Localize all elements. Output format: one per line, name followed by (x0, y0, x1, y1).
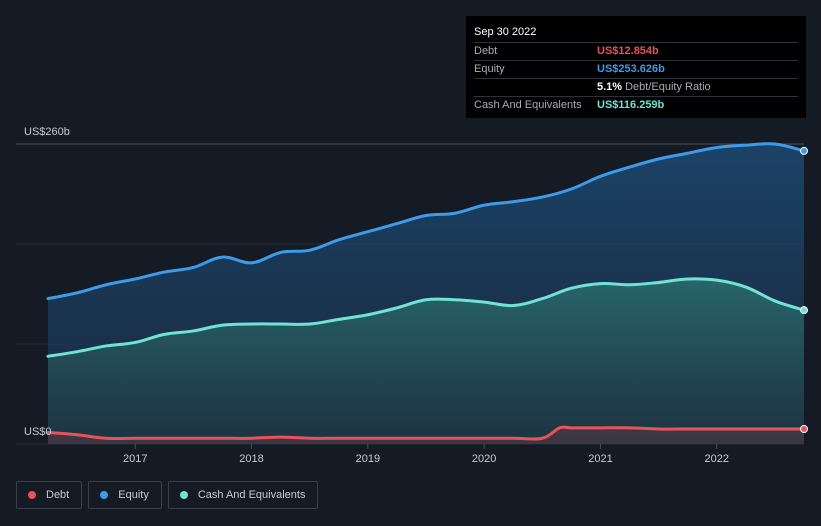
x-tick-label: 2021 (588, 453, 612, 465)
tooltip-ratio-label: Debt/Equity Ratio (625, 81, 711, 93)
tooltip-row-cash: Cash And Equivalents US$116.259b (474, 96, 798, 114)
tooltip-value-ratio: 5.1% (597, 81, 623, 93)
legend-label: Cash And Equivalents (197, 489, 306, 501)
y-tick-label-top: US$260b (24, 126, 70, 138)
tooltip-label: Cash And Equivalents (474, 99, 582, 111)
tooltip-value-equity: US$253.626b (597, 63, 665, 75)
tooltip-value-debt: US$12.854b (597, 45, 659, 57)
tooltip-date: Sep 30 2022 (474, 26, 537, 38)
x-tick-label: 2019 (356, 453, 380, 465)
tooltip-label (474, 79, 597, 96)
x-tick-label: 2020 (472, 453, 496, 465)
series-lines (46, 142, 808, 441)
series-areas (48, 143, 804, 444)
legend-item-cash[interactable]: Cash And Equivalents (167, 481, 319, 509)
cash-and-equivalents-line (46, 277, 806, 358)
tooltip-label: Debt (474, 45, 498, 57)
debt-endpoint-marker (800, 425, 808, 433)
equity-endpoint-marker (800, 146, 808, 155)
legend-label: Equity (118, 489, 149, 501)
x-tick-label: 2022 (705, 453, 729, 465)
legend-dot-icon (28, 491, 36, 499)
tooltip-panel: Sep 30 2022 Debt US$12.854b Equity US$25… (466, 16, 806, 118)
equity-line (46, 142, 806, 301)
cash-and-equivalents-area (48, 278, 804, 444)
legend-item-debt[interactable]: Debt (16, 481, 83, 509)
legend-label: Debt (46, 489, 70, 501)
legend: Debt Equity Cash And Equivalents (16, 481, 319, 509)
x-tick-label: 2017 (123, 453, 147, 465)
y-tick-label-bottom: US$0 (24, 426, 52, 438)
x-tick-label: 2018 (239, 453, 263, 465)
debt-line (46, 425, 806, 441)
tooltip-label: Equity (474, 63, 505, 75)
axes: US$260b US$0 2017 2018 2019 2020 2021 2022 (24, 126, 729, 465)
tooltip-ratio: 5.1% Debt/Equity Ratio (597, 79, 711, 96)
legend-item-equity[interactable]: Equity (88, 481, 162, 509)
tooltip-value-cash: US$116.259b (597, 99, 665, 111)
tooltip-row-debt: Debt US$12.854b (474, 42, 798, 60)
legend-dot-icon (100, 491, 109, 499)
tooltip-row-ratio: 5.1% Debt/Equity Ratio (474, 78, 798, 96)
legend-dot-icon (179, 491, 188, 499)
cash-and-equivalents-endpoint-marker (800, 306, 808, 315)
tooltip-row-equity: Equity US$253.626b (474, 60, 798, 78)
